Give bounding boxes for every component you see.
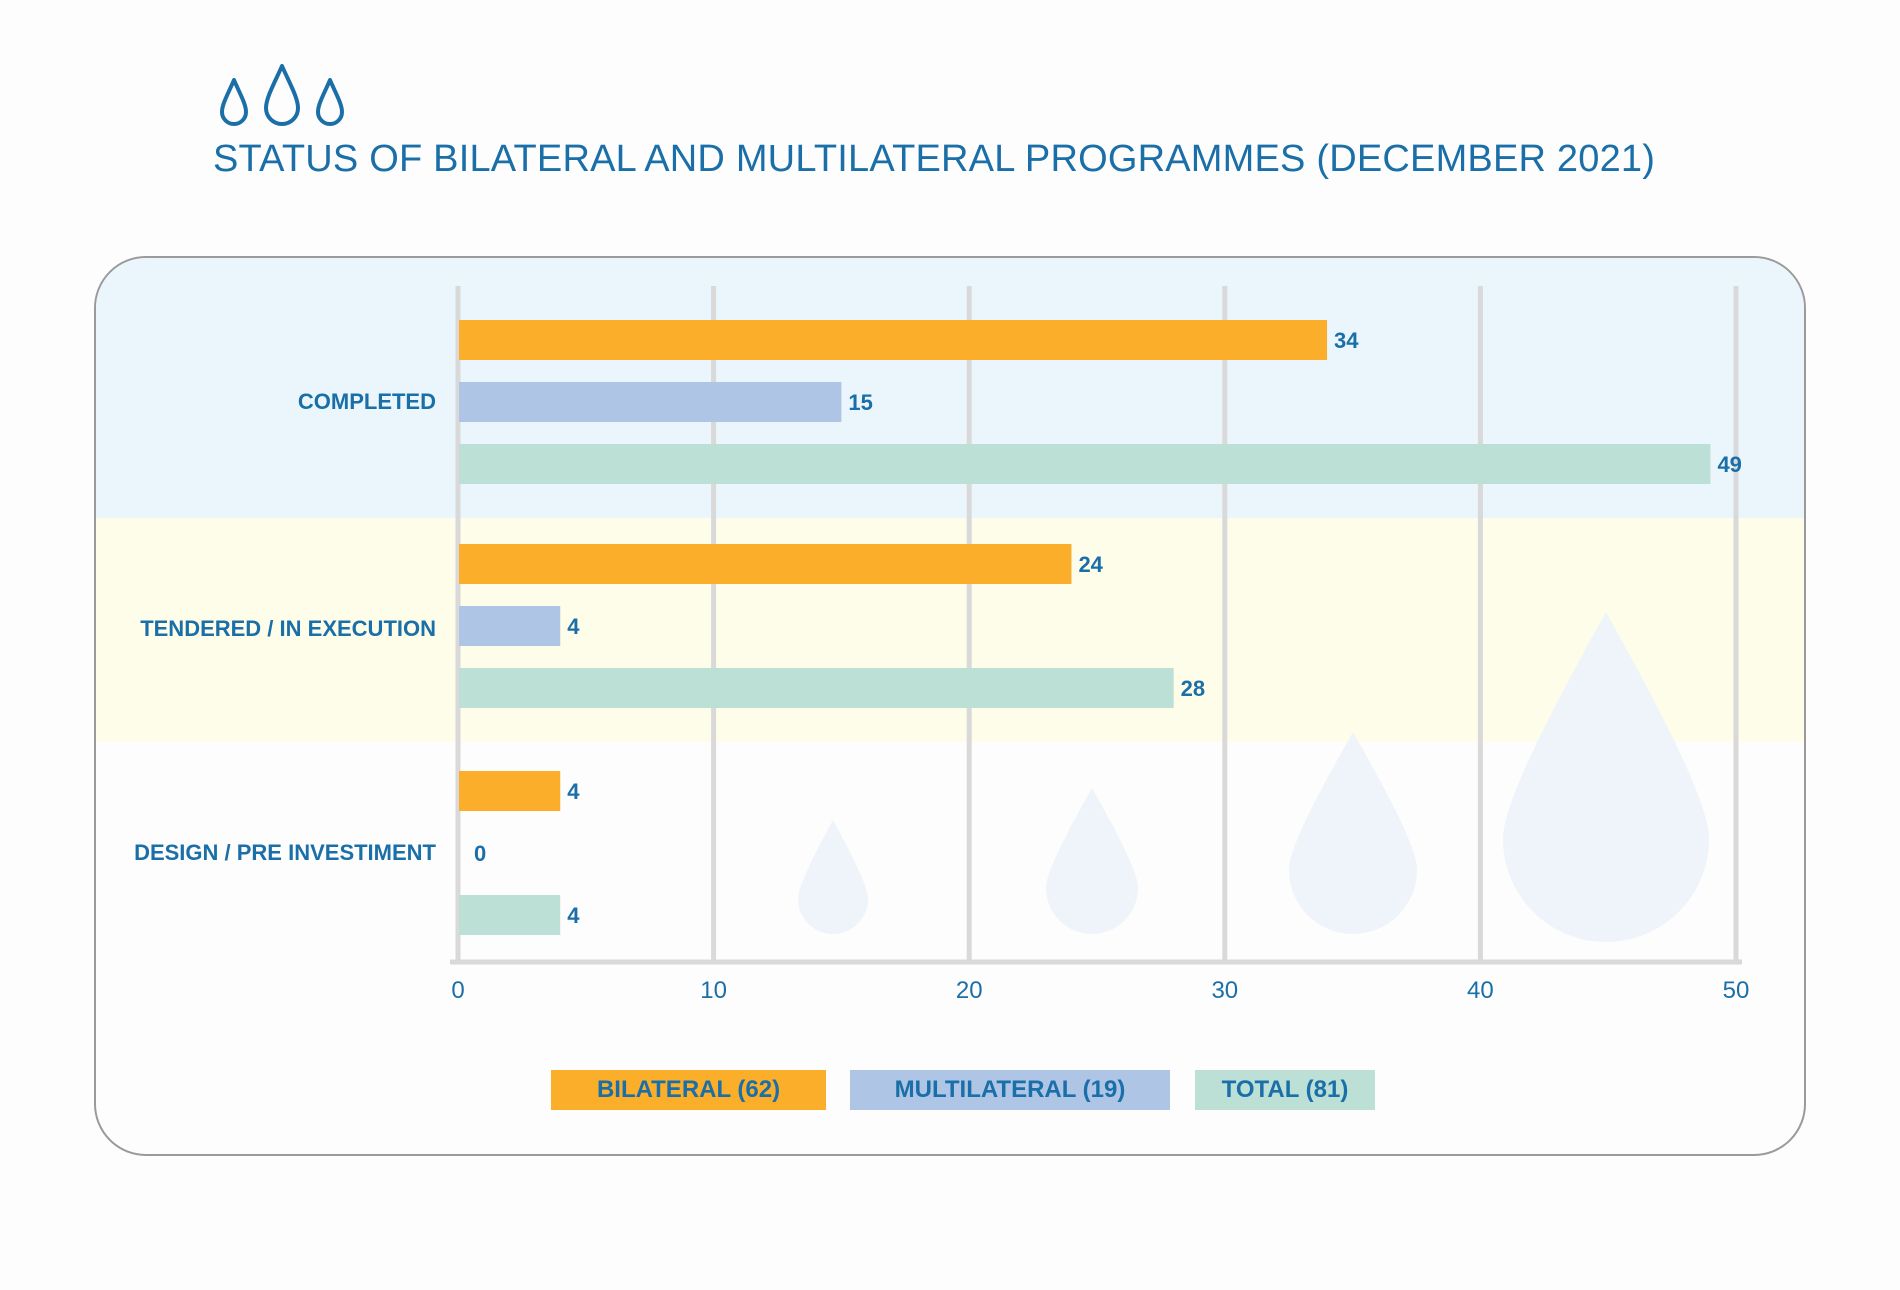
category-label: DESIGN / PRE INVESTIMENT [134,840,436,865]
water-drop-icon [264,64,300,126]
decorative-drop-icon [1503,612,1709,942]
bar [459,606,561,646]
legend-label: BILATERAL (62) [596,1076,781,1103]
x-tick-label: 30 [1211,977,1238,1004]
x-tick-label: 10 [700,977,727,1004]
bar [459,382,842,422]
bar [459,895,561,935]
bar-value-label: 28 [1181,676,1205,701]
legend-item-multilateral: MULTILATERAL (19) [850,1070,1170,1110]
category-label: COMPLETED [298,389,436,414]
bar-value-label: 4 [567,614,580,639]
page-title: STATUS OF BILATERAL AND MULTILATERAL PRO… [213,138,1656,180]
bar-value-label: 0 [474,841,486,866]
legend-label: TOTAL (81) [1221,1076,1349,1103]
chart-panel: 34 15 49 COMPLETED 24 4 28 TENDERED / IN EXECUT… [94,256,1806,1156]
bar [459,320,1328,360]
decorative-drop-icon [798,820,868,934]
water-drop-icon [220,78,248,126]
x-tick-label: 0 [451,977,464,1004]
bar [459,771,561,811]
category-label: TENDERED / IN EXECUTION [140,616,436,641]
x-tick-label: 40 [1467,977,1494,1004]
x-tick-label: 50 [1723,977,1750,1004]
decorative-drop-icon [1046,788,1138,934]
water-drops-icon [220,64,344,126]
legend-item-bilateral: BILATERAL (62) [551,1070,826,1110]
legend-label: MULTILATERAL (19) [894,1076,1126,1103]
bar-value-label: 34 [1334,328,1359,353]
bar [459,544,1072,584]
bar-value-label: 15 [848,390,872,415]
bar-value-label: 4 [567,779,580,804]
bar [459,444,1711,484]
bar-value-label: 49 [1717,452,1741,477]
decorative-drop-icon [1289,732,1417,934]
bar-value-label: 4 [567,903,580,928]
legend-item-total: TOTAL (81) [1195,1070,1375,1110]
bar [459,668,1174,708]
water-drop-icon [316,78,344,126]
x-tick-label: 20 [956,977,983,1004]
bar-value-label: 24 [1078,552,1103,577]
bar-chart: 34 15 49 COMPLETED 24 4 28 TENDERED / IN EXECUT… [96,258,1804,1004]
